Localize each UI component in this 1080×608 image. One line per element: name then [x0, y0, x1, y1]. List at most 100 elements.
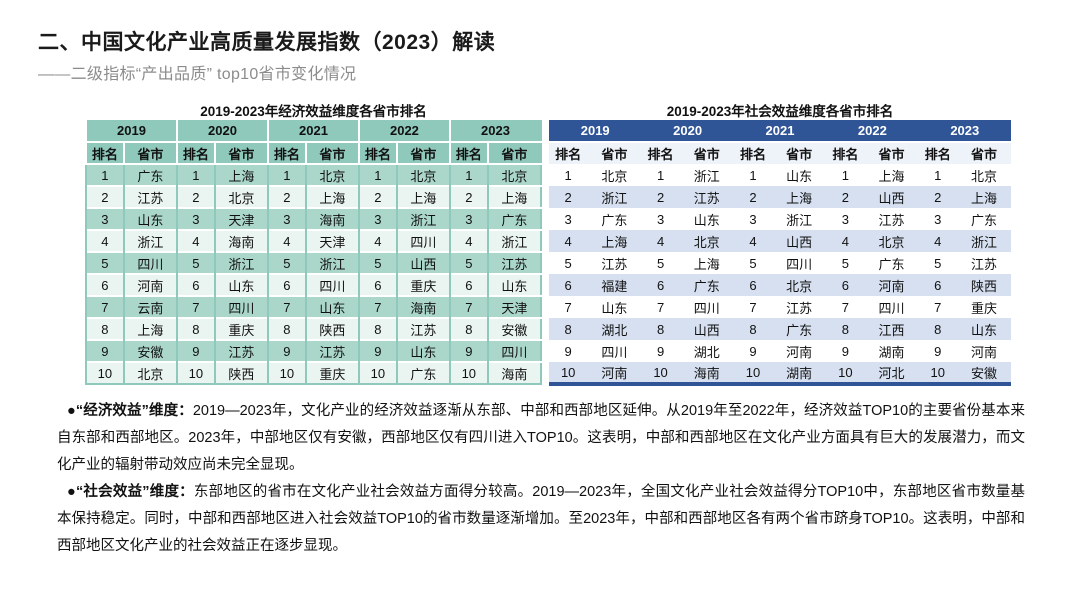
rank-column-header: 排名 [733, 141, 773, 164]
rank-cell: 9 [85, 339, 124, 362]
province-cell: 浙江 [304, 251, 359, 274]
social-rank-table: 2019 2020 2021 2022 2023 排名 省市 排名 省市 排名 省市 排名 省市 排名 省市… [549, 120, 1011, 386]
rank-cell: 8 [918, 318, 957, 340]
rank-cell: 8 [266, 317, 306, 340]
province-cell: 北京 [213, 185, 268, 208]
province-cell: 海南 [395, 295, 450, 318]
province-cell: 广东 [122, 163, 177, 186]
province-cell: 广东 [864, 252, 919, 274]
province-cell: 四川 [772, 252, 827, 274]
province-cell: 天津 [213, 207, 268, 230]
province-cell: 天津 [486, 295, 541, 318]
table-row: 10 北京 10 陕西 10 重庆 10 广东 10 海南 [85, 361, 541, 384]
rank-cell: 8 [549, 318, 588, 340]
rank-cell: 2 [918, 186, 957, 208]
rank-column-header: 排名 [85, 141, 124, 164]
province-cell: 河南 [864, 274, 919, 296]
province-cell: 浙江 [679, 164, 734, 186]
province-cell: 四川 [304, 273, 359, 296]
rank-cell: 7 [826, 296, 865, 318]
rank-cell: 7 [641, 296, 680, 318]
rank-cell: 2 [85, 185, 124, 208]
economic-analysis-label: ●“经济效益”维度： [67, 403, 193, 419]
year-header: 2020 [175, 120, 268, 142]
rank-cell: 4 [641, 230, 680, 252]
province-cell: 山东 [304, 295, 359, 318]
page-subtitle: ——二级指标“产出品质” top10省市变化情况 [38, 66, 357, 83]
province-cell: 上海 [956, 186, 1011, 208]
rank-cell: 1 [85, 163, 124, 186]
rank-cell: 3 [266, 207, 306, 230]
province-cell: 山东 [122, 207, 177, 230]
rank-cell: 2 [357, 185, 397, 208]
rank-cell: 10 [266, 361, 306, 384]
province-column-header: 省市 [213, 141, 268, 164]
province-cell: 江苏 [122, 185, 177, 208]
province-cell: 上海 [304, 185, 359, 208]
rank-cell: 1 [918, 164, 957, 186]
rank-cell: 10 [918, 362, 957, 384]
province-column-header: 省市 [395, 141, 450, 164]
province-cell: 北京 [395, 163, 450, 186]
rank-cell: 3 [549, 208, 588, 230]
table-row: 5 四川 5 浙江 5 浙江 5 山西 5 江苏 [85, 251, 541, 274]
province-cell: 四川 [864, 296, 919, 318]
province-cell: 北京 [304, 163, 359, 186]
rank-cell: 5 [448, 251, 488, 274]
rank-cell: 5 [918, 252, 957, 274]
rank-cell: 5 [733, 252, 773, 274]
social-table-section: 2019-2023年社会效益维度各省市排名 2019 2020 2021 2022 20… [549, 100, 1011, 386]
rank-cell: 7 [175, 295, 215, 318]
rank-column-header: 排名 [357, 141, 397, 164]
province-cell: 江苏 [486, 251, 541, 274]
rank-cell: 8 [641, 318, 680, 340]
rank-column-header: 排名 [641, 141, 680, 164]
province-cell: 江苏 [772, 296, 827, 318]
province-column-header: 省市 [122, 141, 177, 164]
year-header: 2022 [826, 120, 919, 142]
table-row: 4 浙江 4 海南 4 天津 4 四川 4 浙江 [85, 229, 541, 252]
table-row: 10 河南 10 海南 10 湖南 10 河北 10 安徽 [549, 362, 1011, 384]
rank-cell: 6 [357, 273, 397, 296]
province-column-header: 省市 [772, 141, 827, 164]
rank-cell: 8 [448, 317, 488, 340]
table-row: 1 广东 1 上海 1 北京 1 北京 1 北京 [85, 163, 541, 186]
province-cell: 陕西 [213, 361, 268, 384]
province-cell: 广东 [395, 361, 450, 384]
year-header: 2022 [357, 120, 450, 142]
province-cell: 山东 [213, 273, 268, 296]
rank-cell: 4 [357, 229, 397, 252]
province-cell: 四川 [679, 296, 734, 318]
rank-cell: 7 [85, 295, 124, 318]
province-cell: 湖北 [587, 318, 642, 340]
year-header-row: 2019 2020 2021 2022 2023 [85, 120, 541, 142]
table-row: 8 湖北 8 山西 8 广东 8 江西 8 山东 [549, 318, 1011, 340]
rank-cell: 10 [641, 362, 680, 384]
province-cell: 山东 [956, 318, 1011, 340]
province-cell: 江苏 [213, 339, 268, 362]
province-cell: 陕西 [956, 274, 1011, 296]
rank-cell: 1 [641, 164, 680, 186]
province-cell: 河南 [956, 340, 1011, 362]
rank-cell: 10 [175, 361, 215, 384]
rank-cell: 1 [266, 163, 306, 186]
province-cell: 江西 [864, 318, 919, 340]
province-cell: 山西 [772, 230, 827, 252]
province-cell: 山东 [395, 339, 450, 362]
province-cell: 广东 [772, 318, 827, 340]
rank-cell: 6 [175, 273, 215, 296]
rank-cell: 9 [641, 340, 680, 362]
year-header-row: 2019 2020 2021 2022 2023 [549, 120, 1011, 142]
rank-column-header: 排名 [826, 141, 865, 164]
province-cell: 天津 [304, 229, 359, 252]
rank-cell: 6 [448, 273, 488, 296]
rank-cell: 9 [175, 339, 215, 362]
province-cell: 安徽 [956, 362, 1011, 384]
province-cell: 海南 [304, 207, 359, 230]
rank-cell: 10 [826, 362, 865, 384]
rank-cell: 1 [448, 163, 488, 186]
year-header: 2019 [85, 120, 177, 142]
province-cell: 浙江 [956, 230, 1011, 252]
rank-cell: 6 [641, 274, 680, 296]
rank-cell: 3 [85, 207, 124, 230]
